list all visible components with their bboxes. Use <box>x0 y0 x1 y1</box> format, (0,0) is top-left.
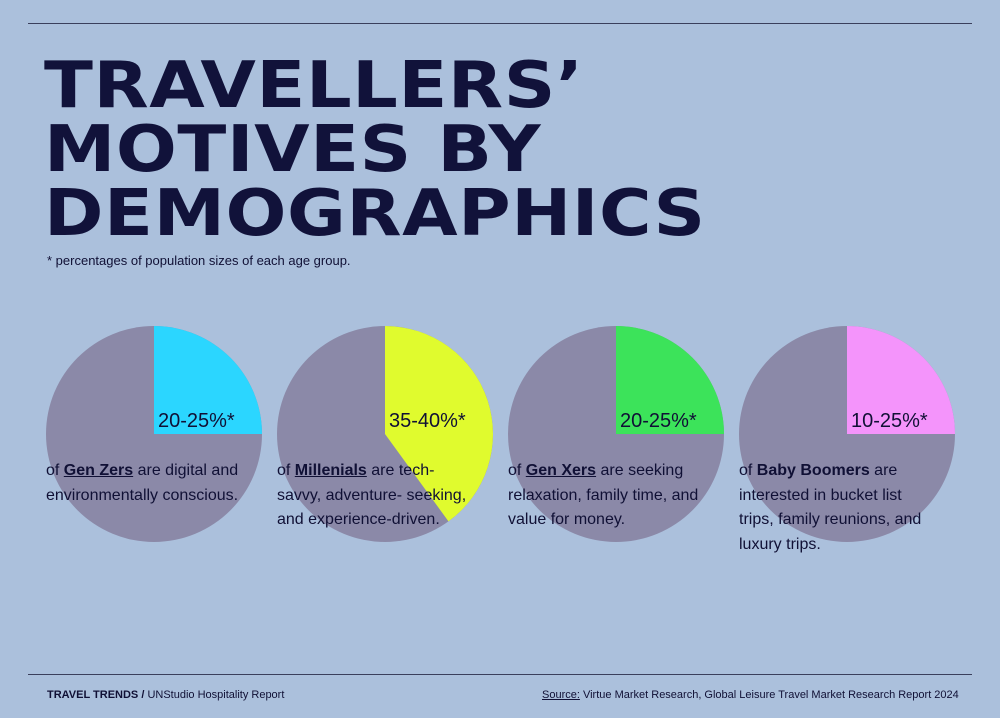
pie-chart <box>508 326 724 542</box>
footer-source: Source: Virtue Market Research, Global L… <box>542 689 959 701</box>
pie-chart <box>46 326 262 542</box>
footnote: * percentages of population sizes of eac… <box>47 253 351 268</box>
pie-panel: 35-40%* of Millenials are tech- savvy, a… <box>277 326 497 586</box>
footer-source-label: Source: <box>542 689 580 701</box>
pie-chart <box>739 326 955 542</box>
group-name: Millenials <box>294 462 367 479</box>
pie-description: of Gen Zers are digital and environmenta… <box>46 459 246 508</box>
pie-panel: 10-25%* of Baby Boomers are interested i… <box>739 326 959 586</box>
pie-slice <box>154 326 262 434</box>
pie-panel: 20-25%* of Gen Zers are digital and envi… <box>46 326 266 586</box>
desc-suffix: are interested in bucket list trips, fam… <box>739 462 922 553</box>
title-line: MOTIVES BY <box>44 113 542 187</box>
group-name: Gen Xers <box>525 462 597 479</box>
pie-percentage-label: 20-25%* <box>158 410 235 432</box>
pie-chart <box>277 326 493 542</box>
footer-brand: TRAVEL TRENDS / <box>47 689 145 701</box>
pie-panel: 20-25%* of Gen Xers are seeking relaxati… <box>508 326 728 586</box>
bottom-rule <box>28 674 972 675</box>
desc-prefix: of <box>277 462 295 479</box>
desc-prefix: of <box>46 462 64 479</box>
title-line: TRAVELLERS’ <box>44 49 584 123</box>
desc-suffix: are digital and environmentally consciou… <box>46 462 239 504</box>
desc-suffix: are tech- savvy, adventure- seeking, and… <box>277 462 467 528</box>
group-name: Baby Boomers <box>756 462 870 479</box>
page-title: TRAVELLERS’ MOTIVES BY DEMOGRAPHICS <box>44 54 706 246</box>
desc-prefix: of <box>739 462 757 479</box>
pie-slice <box>616 326 724 434</box>
group-name: Gen Zers <box>63 462 134 479</box>
desc-prefix: of <box>508 462 526 479</box>
pie-description: of Millenials are tech- savvy, adventure… <box>277 459 477 533</box>
pie-slice <box>385 326 493 522</box>
footer-source-text: Virtue Market Research, Global Leisure T… <box>579 689 959 701</box>
desc-suffix: are seeking relaxation, family time, and… <box>508 462 699 528</box>
pie-percentage-label: 10-25%* <box>851 410 928 432</box>
pie-percentage-label: 35-40%* <box>389 410 466 432</box>
title-line: DEMOGRAPHICS <box>44 177 706 251</box>
pie-slice <box>847 326 955 434</box>
pie-description: of Gen Xers are seeking relaxation, fami… <box>508 459 708 533</box>
footer-report-name: UNStudio Hospitality Report <box>144 689 285 701</box>
pie-percentage-label: 20-25%* <box>620 410 697 432</box>
pie-description: of Baby Boomers are interested in bucket… <box>739 459 939 557</box>
footer-report: TRAVEL TRENDS / UNStudio Hospitality Rep… <box>47 689 284 701</box>
top-rule <box>28 23 972 24</box>
